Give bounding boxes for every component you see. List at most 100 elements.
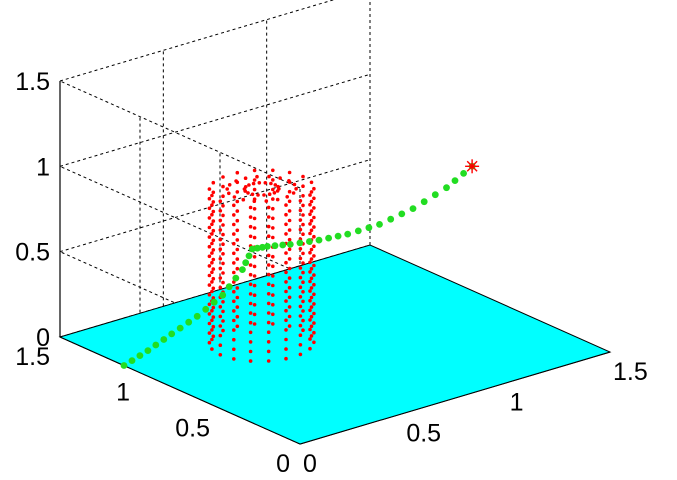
- obstacle-point: [207, 216, 212, 220]
- obstacle-point: [309, 257, 314, 261]
- path-point: [219, 291, 227, 299]
- obstacle-point: [210, 260, 214, 265]
- obstacle-point: [309, 209, 314, 213]
- obstacle-point: [284, 251, 288, 255]
- obstacle-point: [312, 311, 316, 316]
- obstacle-point: [232, 222, 236, 227]
- path-point: [344, 230, 352, 238]
- obstacle-point: [232, 261, 236, 265]
- obstacle-point: [252, 226, 257, 230]
- y-tick-label: 1.5: [15, 343, 50, 371]
- obstacle-point: [309, 286, 314, 290]
- obstacle-point: [284, 203, 288, 207]
- obstacle-cap-point: [273, 183, 278, 187]
- obstacle-point: [210, 212, 214, 217]
- obstacle-point: [266, 272, 271, 277]
- obstacle-point: [287, 266, 292, 271]
- obstacle-point: [284, 289, 288, 294]
- obstacle-cap-point: [252, 199, 257, 203]
- obstacle-point: [308, 279, 312, 284]
- path-point: [296, 239, 304, 247]
- path-point: [460, 170, 467, 177]
- goal-marker: [465, 159, 480, 174]
- obstacle-point: [218, 247, 223, 251]
- y-tick-label: 1: [116, 379, 130, 407]
- path-point: [315, 236, 323, 244]
- obstacle-point: [298, 208, 303, 213]
- obstacle-point: [211, 315, 216, 319]
- obstacle-point: [252, 254, 257, 259]
- obstacle-point: [235, 228, 240, 233]
- obstacle-point: [284, 356, 288, 361]
- obstacle-point: [221, 232, 225, 237]
- obstacle-point: [232, 347, 236, 352]
- obstacle-point: [235, 247, 240, 252]
- obstacle-point: [232, 328, 236, 332]
- goal-marker-stroke: [466, 160, 478, 172]
- obstacle-point: [211, 209, 216, 214]
- obstacle-point: [211, 200, 216, 204]
- obstacle-point: [266, 301, 271, 306]
- path-point: [225, 283, 233, 291]
- obstacle-point: [301, 184, 305, 188]
- obstacle-point: [301, 232, 305, 236]
- obstacle-point: [298, 275, 303, 280]
- obstacle-point: [207, 254, 212, 259]
- obstacle-cap-point: [285, 195, 290, 199]
- path-point: [245, 252, 253, 260]
- obstacle-point: [248, 359, 253, 363]
- obstacle-point: [248, 205, 253, 210]
- obstacle-point: [284, 260, 288, 265]
- obstacle-point: [252, 207, 257, 211]
- obstacle-point: [218, 343, 223, 348]
- z-tick-label: 0.5: [15, 239, 50, 267]
- obstacle-point: [207, 321, 212, 326]
- obstacle-point: [309, 247, 314, 252]
- obstacle-point: [287, 285, 292, 290]
- obstacle-point: [235, 295, 240, 300]
- obstacle-point: [308, 327, 312, 332]
- path-point: [264, 243, 271, 250]
- obstacle-point: [301, 309, 305, 313]
- obstacle-point: [218, 285, 223, 290]
- obstacle-layer: [207, 168, 316, 363]
- obstacle-point: [232, 241, 236, 246]
- obstacle-point: [232, 289, 236, 294]
- obstacle-point: [221, 242, 225, 246]
- obstacle-point: [309, 334, 314, 338]
- obstacle-point: [312, 225, 316, 229]
- obstacle-point: [211, 267, 216, 271]
- obstacle-point: [211, 286, 216, 291]
- obstacle-point: [266, 224, 271, 229]
- obstacle-point: [207, 235, 212, 239]
- obstacle-point: [207, 273, 212, 278]
- obstacle-point: [271, 264, 275, 269]
- obstacle-point: [308, 346, 312, 351]
- obstacle-point: [207, 225, 212, 230]
- obstacle-point: [312, 215, 316, 220]
- obstacle-point: [248, 282, 253, 287]
- obstacle-point: [207, 312, 212, 316]
- obstacle-point: [218, 305, 223, 309]
- obstacle-point: [221, 223, 225, 227]
- obstacle-point: [210, 318, 214, 323]
- path-point: [334, 232, 342, 240]
- path-point: [210, 298, 218, 306]
- obstacle-point: [232, 337, 236, 342]
- obstacle-point: [287, 276, 292, 280]
- obstacle-point: [309, 324, 314, 329]
- obstacle-point: [287, 218, 292, 223]
- obstacle-point: [252, 293, 257, 298]
- obstacle-point: [210, 222, 214, 227]
- obstacle-cap-point: [267, 174, 271, 179]
- path-point: [354, 227, 362, 235]
- obstacle-point: [221, 328, 225, 333]
- obstacle-point: [301, 328, 305, 333]
- obstacle-point: [235, 190, 240, 194]
- obstacle-point: [312, 263, 316, 268]
- obstacle-point: [218, 333, 223, 338]
- obstacle-point: [248, 301, 253, 306]
- obstacle-point: [298, 333, 303, 338]
- obstacle-cap-point: [291, 191, 296, 195]
